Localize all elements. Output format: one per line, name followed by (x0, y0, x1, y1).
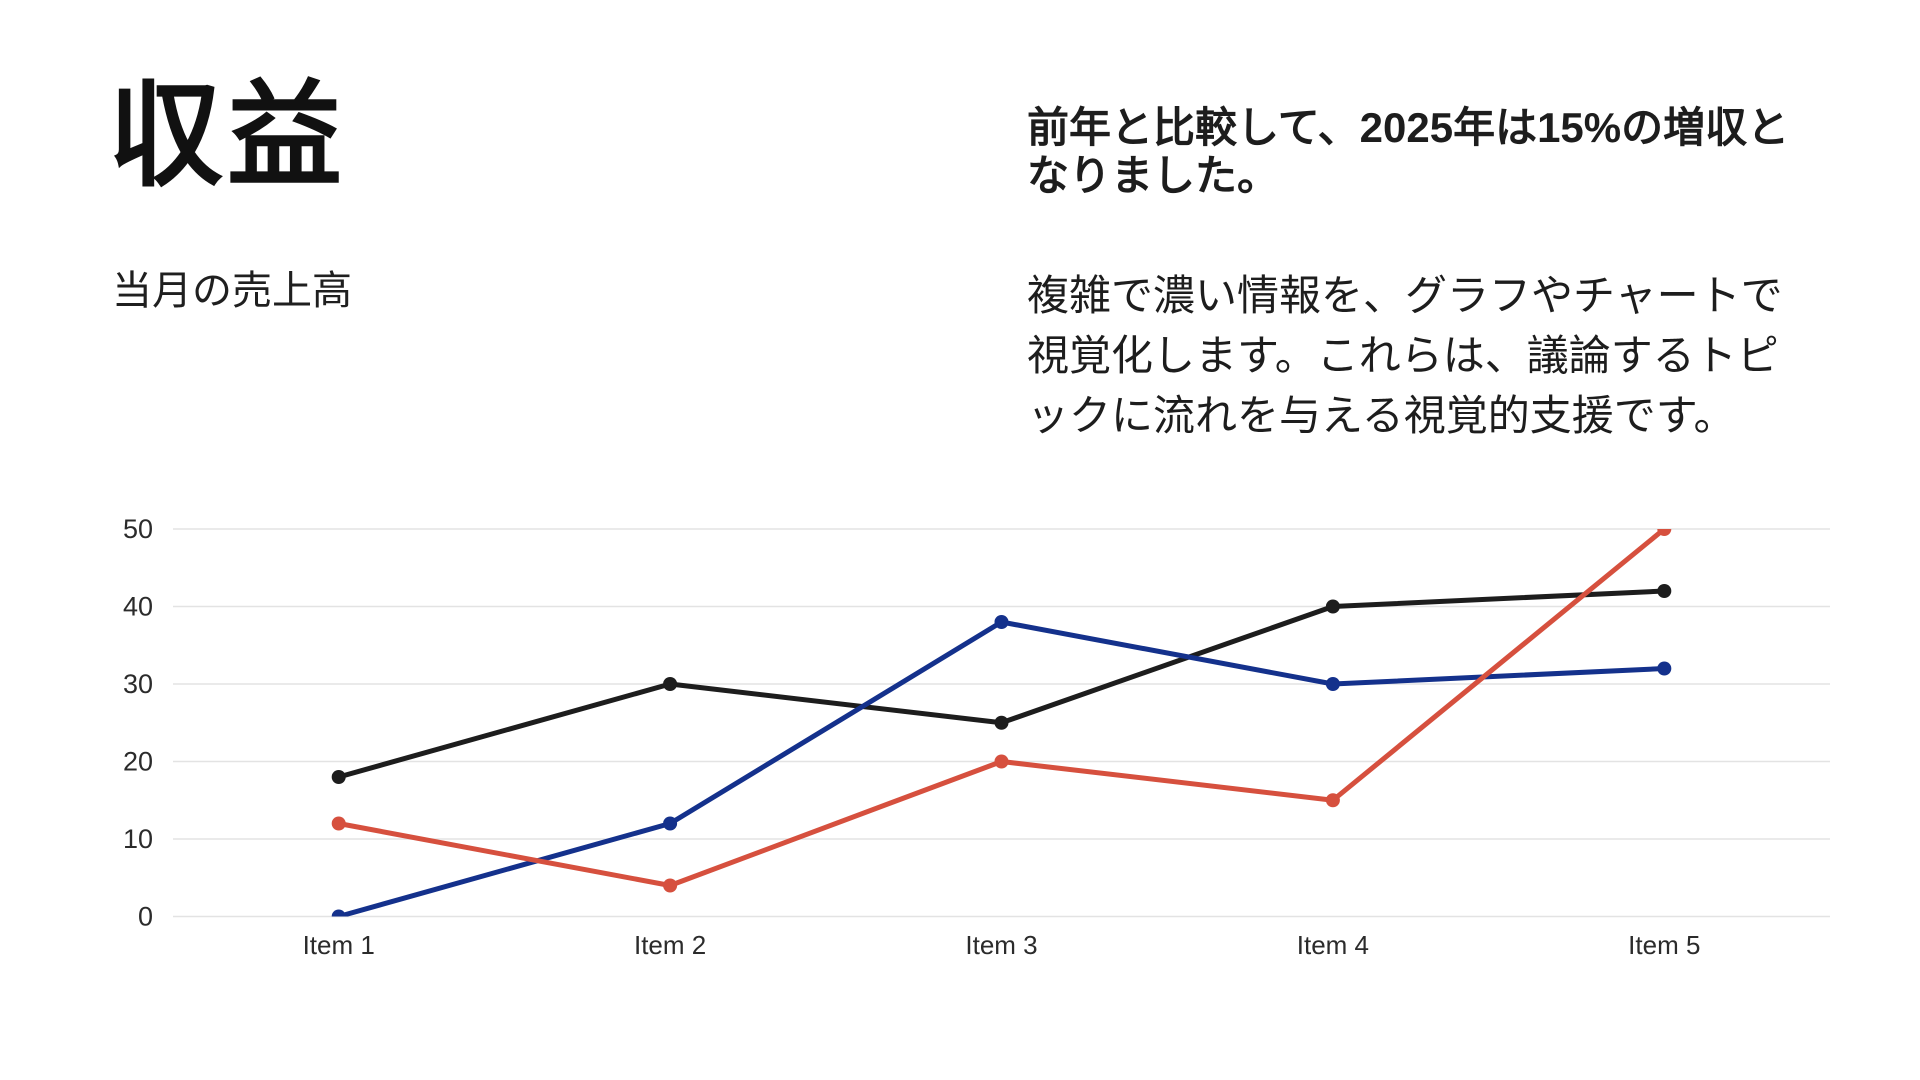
series-navy (331, 615, 1672, 917)
y-tick-label-0: 0 (138, 902, 153, 932)
y-tick-label-30: 30 (123, 669, 153, 699)
summary-body-text: 複雑で濃い情報を、グラフやチャートで 視覚化します。これらは、議論するトピ ック… (1027, 272, 1783, 440)
series-red-point-5 (1657, 529, 1672, 536)
series-navy-point-3 (994, 615, 1009, 629)
series-navy-point-2 (663, 816, 678, 831)
x-tick-label-1: Item 1 (303, 930, 375, 960)
series-black-point-1 (331, 770, 346, 784)
series-navy-point-4 (1325, 677, 1340, 691)
summary-highlight-text: 前年と比較して、2025年は15%の増収と なりました。 (1027, 104, 1790, 200)
series-red-point-2 (663, 878, 678, 893)
series-navy-point-1 (331, 909, 346, 917)
page-title: 収益 (108, 72, 347, 200)
series-red-point-3 (994, 754, 1009, 769)
series-red-line (338, 529, 1666, 888)
x-tick-label-4: Item 4 (1297, 930, 1369, 960)
x-tick-label-3: Item 3 (965, 930, 1037, 960)
series-red-point-1 (331, 816, 346, 831)
series-red-point-4 (1325, 793, 1340, 808)
series-black (331, 584, 1672, 784)
series-black-point-4 (1325, 599, 1340, 614)
series-red (331, 529, 1672, 893)
page-subtitle: 当月の売上高 (112, 269, 352, 313)
series-navy-line (338, 619, 1665, 917)
series-black-point-5 (1657, 584, 1672, 598)
series-navy-point-5 (1657, 661, 1672, 676)
x-tick-label-2: Item 2 (634, 930, 706, 960)
x-tick-label-5: Item 5 (1628, 930, 1700, 960)
y-tick-label-40: 40 (123, 592, 153, 622)
y-tick-label-20: 20 (123, 747, 153, 777)
series-black-point-3 (994, 715, 1009, 730)
y-tick-label-50: 50 (123, 514, 153, 544)
series-black-point-2 (663, 677, 678, 691)
y-tick-label-10: 10 (123, 824, 153, 854)
